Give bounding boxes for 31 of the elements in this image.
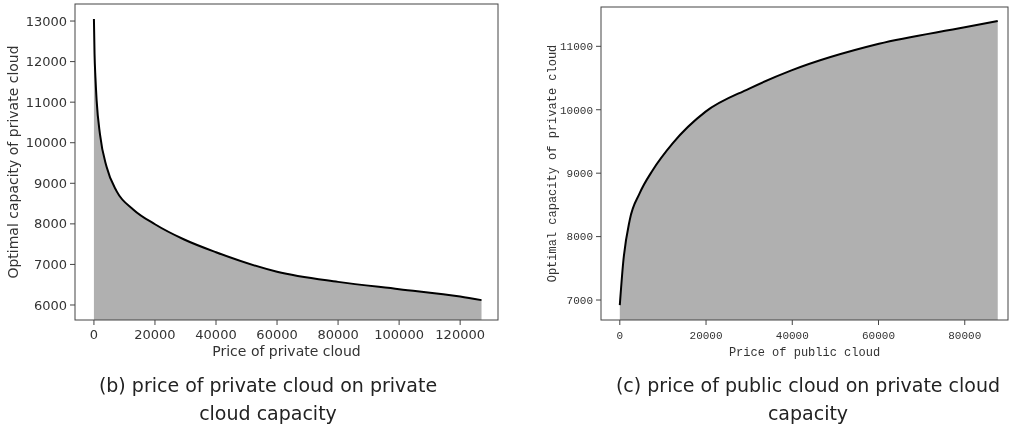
x-tick-label: 20000	[689, 330, 723, 342]
y-tick-label: 10000	[25, 135, 67, 151]
x-tick-label: 0	[89, 327, 99, 342]
y-tick-label: 7000	[33, 256, 67, 272]
x-tick-label: 40000	[195, 327, 237, 342]
y-tick-label: 9000	[33, 175, 67, 191]
x-tick-label: 0	[616, 330, 624, 342]
y-tick-label: 9000	[566, 168, 593, 181]
y-tick-label: 6000	[33, 297, 67, 313]
y-tick-label: 11000	[559, 41, 593, 54]
y-tick-label: 13000	[25, 13, 67, 29]
y-tick-label: 12000	[25, 54, 67, 70]
x-tick-label: 80000	[317, 327, 359, 342]
y-axis-title: Optimal capacity of private cloud	[546, 44, 560, 283]
y-tick-label: 7000	[566, 294, 593, 307]
x-tick-label: 60000	[256, 327, 298, 342]
x-tick-label: 80000	[948, 330, 982, 342]
x-tick-label: 20000	[134, 327, 176, 342]
y-axis-title: Optimal capacity of private cloud	[5, 45, 21, 279]
x-tick-label: 60000	[862, 330, 896, 342]
x-tick-label: 40000	[775, 330, 809, 342]
y-tick-label: 10000	[559, 104, 593, 117]
x-axis-title: Price of public cloud	[728, 346, 881, 360]
x-tick-label: 100000	[374, 327, 424, 342]
x-tick-label: 120000	[435, 327, 485, 342]
text: (b) price of private cloud on private cloud capacity	[98, 374, 438, 424]
y-tick-label: 11000	[25, 94, 67, 110]
x-axis-title: Price of private cloud	[212, 343, 361, 359]
y-tick-label: 8000	[33, 216, 67, 232]
y-tick-label: 8000	[566, 231, 593, 244]
text: (c) price of public cloud on private cloud capacity	[615, 374, 1001, 424]
